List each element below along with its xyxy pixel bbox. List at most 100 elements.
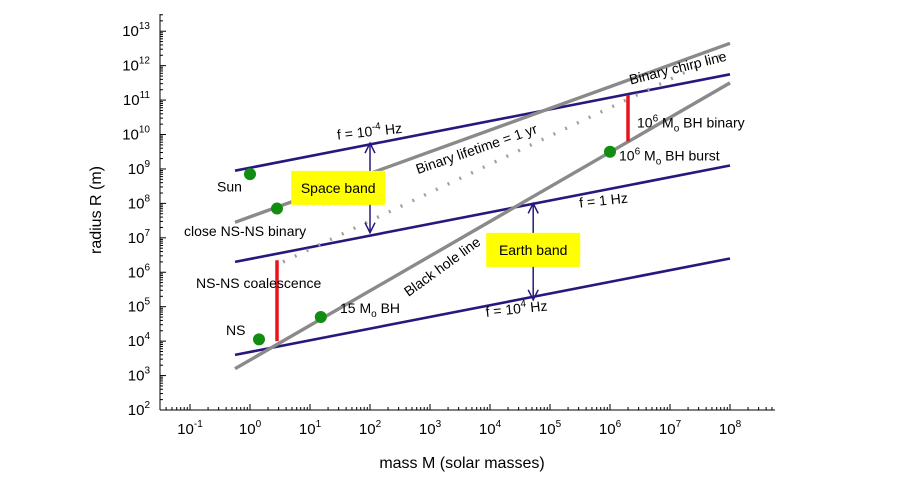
y-tick-base: 10 — [128, 161, 145, 178]
annotation-part: BH — [377, 300, 400, 316]
x-tick-label: 103 — [419, 419, 442, 438]
arrow-head-bottom — [527, 289, 539, 302]
x-tick-label: 105 — [539, 419, 562, 438]
x-tick-exponent: 3 — [436, 419, 442, 430]
f-1-label: f = 1 Hz — [578, 190, 628, 211]
annotation-part: o — [656, 156, 662, 167]
annotation-part: 4 — [520, 299, 527, 311]
x-tick-label: 108 — [719, 419, 742, 438]
y-tick-exponent: 5 — [144, 297, 150, 308]
y-tick-base: 10 — [128, 264, 145, 281]
y-tick-exponent: 13 — [139, 21, 151, 32]
x-tick-label: 10-1 — [177, 419, 203, 438]
y-tick-exponent: 12 — [139, 56, 151, 67]
annotation-part: 10 — [637, 115, 653, 131]
chirp-line-label: Binary chirp line — [628, 48, 729, 88]
annotation-part: Hz — [380, 120, 403, 138]
y-tick-label: 102 — [128, 400, 151, 419]
annotation-part: M — [640, 147, 656, 163]
x-tick-exponent: -1 — [194, 419, 203, 430]
object-point — [253, 333, 265, 346]
bh-15-label: 15 Mo BH — [340, 300, 400, 320]
y-tick-exponent: 4 — [144, 331, 150, 342]
annotation-part: o — [371, 309, 377, 320]
x-tick-label: 101 — [299, 419, 322, 438]
annotation-part: BH binary — [679, 115, 744, 131]
arrow-head-top — [527, 201, 539, 214]
y-tick-exponent: 7 — [144, 228, 150, 239]
series-layer — [234, 41, 731, 371]
annotation-part: f = 10 — [336, 123, 373, 143]
y-tick-exponent: 6 — [144, 262, 150, 273]
arrow-head-top — [364, 141, 376, 154]
annotation-part: NS-NS coalescence — [196, 275, 321, 291]
annotation-part: o — [674, 124, 680, 135]
bh-burst-label: 106 Mo BH burst — [619, 146, 720, 167]
series-line-black_hole — [234, 81, 731, 371]
y-tick-base: 10 — [128, 402, 145, 419]
y-tick-base: 10 — [123, 92, 140, 109]
x-tick-exponent: 7 — [676, 419, 682, 430]
annotation-part: f = 10 — [485, 300, 522, 320]
x-tick-base: 10 — [479, 421, 496, 438]
ns-ns-coalescence-label: NS-NS coalescence — [196, 275, 321, 291]
y-tick-exponent: 3 — [144, 366, 150, 377]
series-line-frequency — [234, 164, 731, 264]
space-band: Space band — [291, 170, 386, 205]
y-tick-exponent: 8 — [144, 193, 150, 204]
lifetime-label: Binary lifetime = 1 yr — [414, 120, 540, 177]
x-tick-exponent: 8 — [736, 419, 742, 430]
annotation-part: 6 — [653, 114, 659, 125]
y-tick-base: 10 — [122, 58, 139, 75]
x-tick-exponent: 1 — [316, 419, 322, 430]
x-tick-base: 10 — [419, 421, 436, 438]
annotation-part: BH burst — [661, 147, 719, 163]
y-tick-base: 10 — [128, 333, 145, 350]
annotation-part: Hz — [526, 297, 549, 315]
object-point — [314, 311, 327, 324]
x-tick-exponent: 5 — [556, 419, 562, 430]
y-tick-exponent: 10 — [139, 125, 151, 136]
x-axis-title: mass M (solar masses) — [379, 455, 544, 472]
sun-label: Sun — [217, 178, 242, 194]
y-tick-exponent: 9 — [144, 159, 150, 170]
axes: 10-1 100 101 102 103 104 105 106 107 108102103104… — [122, 14, 775, 438]
earth-band-label: Earth band — [499, 242, 568, 258]
x-tick-base: 10 — [239, 421, 256, 438]
x-tick-base: 10 — [539, 421, 556, 438]
y-tick-label: 105 — [128, 297, 151, 316]
series-line-frequency — [234, 73, 731, 172]
series-line-frequency — [234, 257, 731, 357]
earth-band: Earth band — [486, 232, 581, 267]
marks-layer: Space band Earth band — [244, 94, 630, 346]
x-tick-base: 10 — [599, 421, 616, 438]
x-tick-exponent: 4 — [496, 419, 502, 430]
ns-label: NS — [226, 322, 245, 338]
annotation-part: NS — [226, 322, 245, 338]
annotation-part: 6 — [635, 146, 641, 157]
y-tick-exponent: 2 — [144, 400, 150, 411]
y-tick-label: 1013 — [122, 21, 150, 40]
y-tick-base: 10 — [122, 23, 139, 40]
x-tick-label: 102 — [359, 419, 382, 438]
annotation-part: Sun — [217, 178, 242, 194]
x-tick-exponent: 0 — [256, 419, 262, 430]
space-band-label: Space band — [301, 180, 376, 196]
y-tick-label: 1011 — [123, 90, 151, 109]
y-tick-base: 10 — [128, 230, 145, 247]
f-1e-4-label: f = 10-4 Hz — [336, 119, 403, 143]
annotation-part: M — [658, 115, 674, 131]
close-ns-ns-label: close NS-NS binary — [184, 223, 306, 239]
x-tick-base: 10 — [359, 421, 376, 438]
object-point — [244, 168, 256, 181]
y-tick-base: 10 — [128, 299, 145, 316]
y-tick-base: 10 — [128, 195, 145, 212]
y-tick-label: 1012 — [122, 56, 150, 75]
annotation-part: close NS-NS binary — [184, 223, 306, 239]
x-tick-base: 10 — [299, 421, 316, 438]
y-tick-base: 10 — [128, 368, 145, 385]
object-point — [604, 145, 616, 158]
y-tick-label: 103 — [128, 366, 151, 385]
